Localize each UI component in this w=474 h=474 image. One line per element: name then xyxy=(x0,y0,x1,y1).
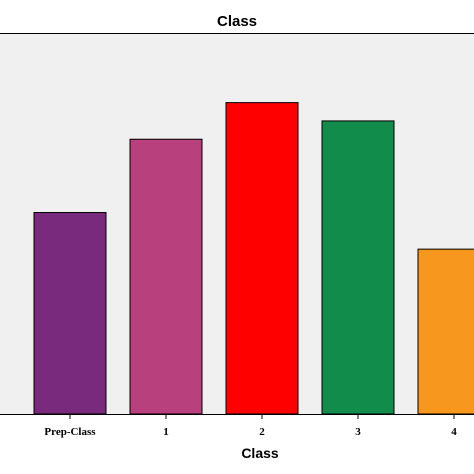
x-ticks-group: Prep-Class 1 2 3 4 xyxy=(44,414,457,438)
bar-1 xyxy=(129,138,203,415)
bar-4 xyxy=(417,248,474,415)
bar-3 xyxy=(321,120,395,415)
x-tick-label: 3 xyxy=(355,426,361,438)
x-axis-label: Class xyxy=(241,445,279,461)
x-tick-label: 1 xyxy=(163,426,169,438)
bar-2 xyxy=(225,102,299,415)
x-tick-label: Prep-Class xyxy=(44,426,96,438)
bar-prep-class xyxy=(33,212,107,415)
chart-title: Class xyxy=(217,13,257,30)
x-tick-label: 4 xyxy=(451,426,457,438)
x-tick-label: 2 xyxy=(259,426,265,438)
